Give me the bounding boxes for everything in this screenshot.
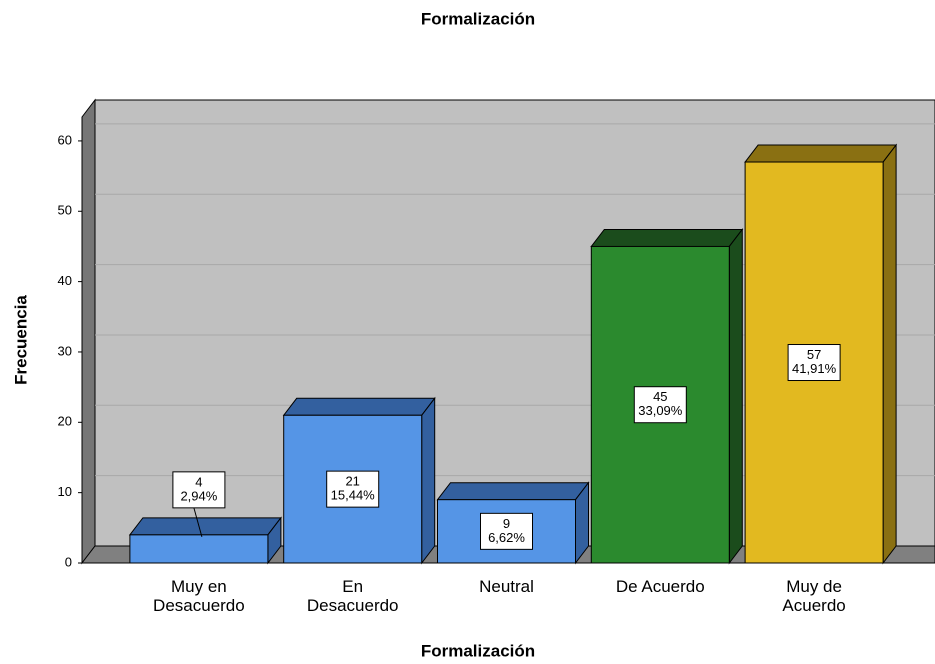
value-label: 9: [503, 516, 510, 531]
x-tick-label: Neutral: [479, 577, 534, 596]
value-label-box: [633, 386, 687, 424]
bar-side: [421, 396, 436, 565]
y-tick-label: 40: [58, 273, 72, 288]
bar-top: [128, 517, 282, 536]
leader-line: [193, 507, 203, 537]
value-label-box: [787, 344, 841, 382]
bar: [128, 516, 282, 565]
bar-top: [744, 144, 898, 163]
value-label: 45: [653, 389, 667, 404]
percentage-label: 15,44%: [331, 488, 376, 503]
y-tick-label: 30: [58, 343, 72, 358]
percentage-label: 6,62%: [488, 530, 525, 545]
value-label: 21: [345, 474, 359, 489]
side-wall: [81, 98, 96, 565]
y-tick-label: 10: [58, 484, 72, 499]
y-tick-label: 50: [58, 203, 72, 218]
bar-side: [728, 227, 743, 565]
x-tick-label: Muy en Desacuerdo: [153, 577, 245, 615]
x-tick-label: Muy de Acuerdo: [782, 577, 846, 615]
value-label: 57: [807, 347, 821, 362]
y-tick-label: 20: [58, 414, 72, 429]
value-label-box: [172, 471, 226, 509]
bar-top: [282, 397, 436, 416]
bar-side: [882, 143, 897, 565]
bar-top: [436, 482, 590, 501]
bar-front: [129, 534, 269, 564]
x-tick-label: En Desacuerdo: [306, 577, 399, 615]
y-tick-label: 0: [65, 554, 72, 569]
percentage-label: 2,94%: [180, 488, 217, 503]
value-label-box: [326, 470, 380, 508]
x-axis-label: Formalización: [421, 641, 535, 660]
x-tick-label: De Acuerdo: [615, 577, 705, 596]
percentage-label: 33,09%: [638, 403, 683, 418]
percentage-label: 41,91%: [792, 361, 837, 376]
y-axis-label: Frecuencia: [11, 295, 30, 385]
value-label-box: [480, 512, 533, 550]
y-tick-label: 60: [58, 132, 72, 147]
chart-title: Formalización: [421, 9, 535, 28]
bar-top: [590, 228, 744, 247]
value-label: 4: [195, 474, 202, 489]
